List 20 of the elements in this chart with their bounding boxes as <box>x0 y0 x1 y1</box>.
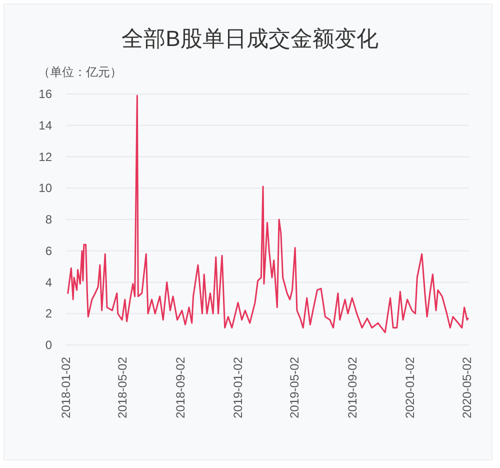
x-tick-label: 2018-01-02 <box>59 356 73 418</box>
x-tick-label: 2018-09-02 <box>174 356 188 418</box>
y-tick-label: 10 <box>38 181 52 196</box>
x-tick-label: 2020-05-02 <box>460 356 474 418</box>
y-tick-label: 2 <box>45 306 52 321</box>
x-tick-label: 2019-01-02 <box>231 356 246 418</box>
line-series <box>67 94 469 334</box>
y-tick-label: 8 <box>45 212 52 226</box>
y-tick-label: 4 <box>45 275 52 290</box>
x-tick-label: 2020-01-02 <box>403 356 418 418</box>
x-tick-label: 2019-05-02 <box>288 356 302 418</box>
y-tick-label: 0 <box>45 338 52 352</box>
y-axis-title: （单位：亿元） <box>38 65 122 79</box>
y-tick-label: 6 <box>45 244 52 258</box>
y-tick-label: 14 <box>38 118 52 132</box>
x-tick-label: 2019-09-02 <box>346 356 360 418</box>
y-tick-label: 16 <box>38 87 52 101</box>
y-tick-label: 12 <box>38 150 52 164</box>
x-tick-label: 2018-05-02 <box>116 356 130 418</box>
chart-title: 全部B股单日成交金额变化 <box>122 26 378 51</box>
